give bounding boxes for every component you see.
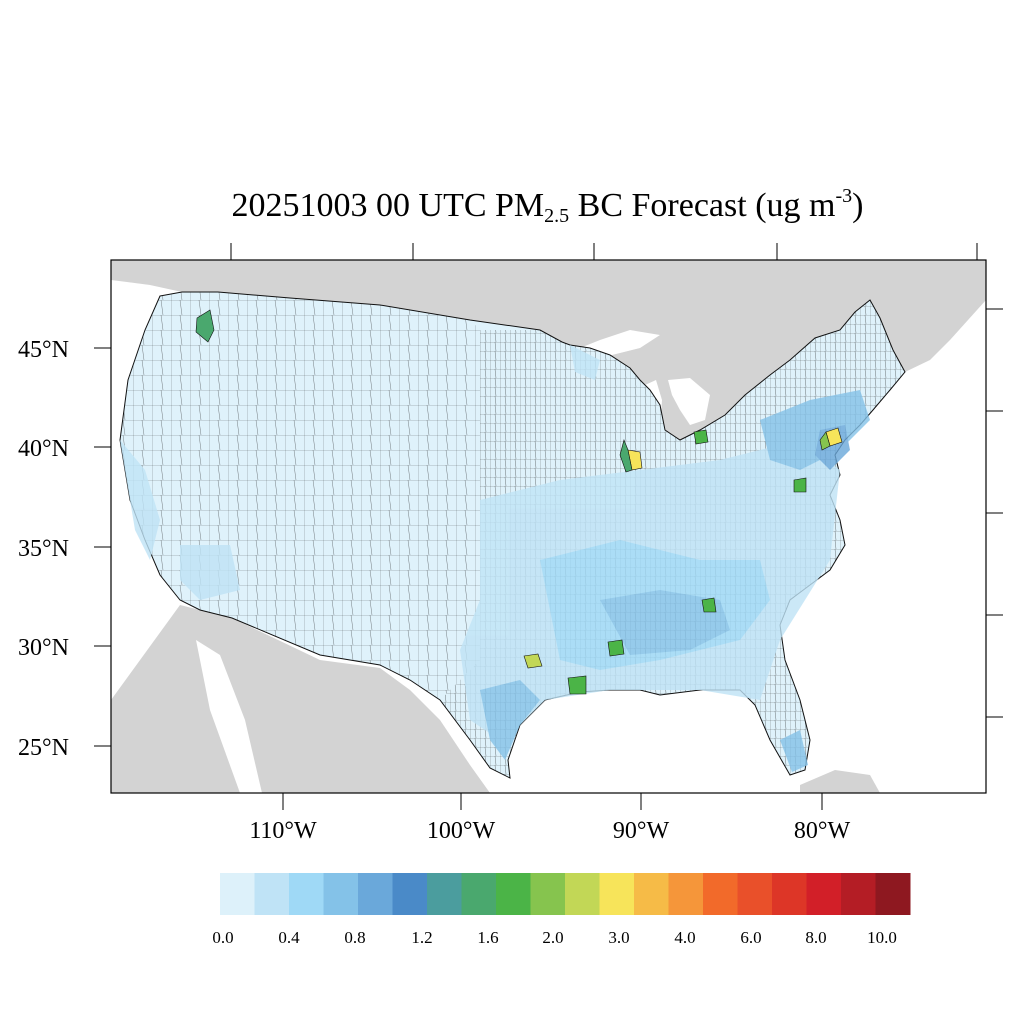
hotspot-batonrouge xyxy=(607,639,625,657)
colorbar-swatch xyxy=(737,873,773,915)
hotspot-washington xyxy=(793,477,807,493)
lat-label-45: 45°N xyxy=(18,337,69,363)
cuba-landmass xyxy=(800,770,880,793)
colorbar-swatch xyxy=(427,873,462,915)
title-post: ) xyxy=(852,187,864,224)
colorbar-label-0: 0.0 xyxy=(212,928,233,947)
title-pre: 20251003 00 UTC PM xyxy=(231,187,545,224)
colorbar-swatch xyxy=(875,873,911,915)
hotspot-austin xyxy=(523,653,543,669)
colorbar-swatch xyxy=(565,873,600,915)
colorbar-label-8: 6.0 xyxy=(740,928,761,947)
colorbar-swatch xyxy=(772,873,807,915)
lon-label-90: 90°W xyxy=(613,818,670,844)
bottom-ticks xyxy=(282,793,823,810)
colorbar-label-7: 4.0 xyxy=(674,928,695,947)
colorbar-swatch xyxy=(634,873,669,915)
colorbar-swatch xyxy=(323,873,359,915)
lat-label-30: 30°N xyxy=(18,635,69,661)
colorbar-swatch xyxy=(806,873,842,915)
colorbar-label-2: 0.8 xyxy=(344,928,365,947)
colorbar-label-6: 3.0 xyxy=(608,928,629,947)
lake-superior xyxy=(575,330,660,356)
lake-huron xyxy=(668,378,710,425)
hotspot-seattle xyxy=(195,309,215,343)
colorbar-swatch xyxy=(392,873,428,915)
top-ticks xyxy=(230,243,978,260)
concentration-shading xyxy=(120,345,870,772)
hotspots xyxy=(195,309,843,695)
colorbar-swatch xyxy=(254,873,290,915)
county-lines-west xyxy=(120,292,480,700)
colorbar-swatch xyxy=(496,873,531,915)
lon-label-110: 110°W xyxy=(249,818,317,844)
colorbar-label-3: 1.2 xyxy=(411,928,432,947)
colorbar-swatch xyxy=(841,873,876,915)
lon-label-100: 100°W xyxy=(427,818,496,844)
canada-landmass xyxy=(111,260,986,440)
right-ticks xyxy=(986,308,1003,718)
colorbar-label-9: 8.0 xyxy=(805,928,826,947)
lat-label-40: 40°N xyxy=(18,436,69,462)
colorbar-swatch xyxy=(703,873,738,915)
colorbar-swatch xyxy=(289,873,324,915)
colorbar-labels: 0.0 0.4 0.8 1.2 1.6 2.0 3.0 4.0 6.0 8.0 … xyxy=(212,928,897,947)
colorbar-swatch xyxy=(461,873,497,915)
colorbar-swatch xyxy=(358,873,393,915)
colorbar-label-10: 10.0 xyxy=(867,928,897,947)
baja-california xyxy=(196,640,262,793)
left-ticks xyxy=(94,347,111,747)
colorbar xyxy=(220,873,911,915)
colorbar-swatch xyxy=(599,873,635,915)
colorbar-swatch xyxy=(220,873,255,915)
colorbar-swatch xyxy=(668,873,704,915)
colorbar-swatch xyxy=(530,873,566,915)
hotspot-chicago-ring xyxy=(619,439,633,473)
colorbar-label-5: 2.0 xyxy=(542,928,563,947)
hotspot-houston xyxy=(567,675,587,695)
map-frame xyxy=(110,259,987,794)
hotspot-detroit xyxy=(693,429,709,445)
lat-label-25: 25°N xyxy=(18,735,69,761)
colorbar-label-4: 1.6 xyxy=(477,928,498,947)
hotspot-newyork-ring xyxy=(819,431,831,451)
colorbar-label-1: 0.4 xyxy=(278,928,300,947)
title-mid: BC Forecast (ug m xyxy=(569,187,836,224)
map-title: 20251003 00 UTC PM2.5 BC Forecast (ug m-… xyxy=(0,185,1024,228)
title-sub: 2.5 xyxy=(544,205,570,227)
hotspot-atlanta xyxy=(701,597,717,613)
lon-label-80: 80°W xyxy=(794,818,851,844)
title-sup: -3 xyxy=(835,185,853,207)
lat-label-35: 35°N xyxy=(18,536,69,562)
